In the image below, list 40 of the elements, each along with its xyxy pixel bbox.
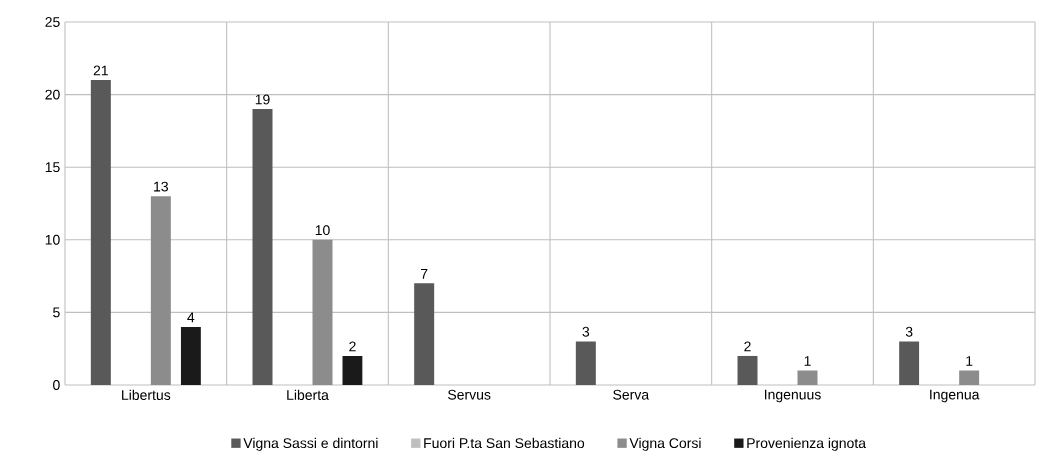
y-tick-label: 10 <box>45 234 60 245</box>
bar <box>150 196 171 385</box>
x-tick-label: Ingenua <box>930 389 980 403</box>
data-label: 2 <box>744 341 751 352</box>
legend-label: Vigna Sassi e dintorni <box>243 437 378 451</box>
y-tick-label: 25 <box>45 17 60 27</box>
bar <box>252 109 273 385</box>
bar <box>575 341 596 385</box>
data-label: 1 <box>966 356 973 366</box>
x-tick-label: Libertus <box>122 389 171 400</box>
bar <box>312 239 333 385</box>
data-label: 21 <box>93 65 108 76</box>
x-tick-label: Ingenuus <box>765 389 821 403</box>
data-label: 3 <box>905 326 913 337</box>
bar <box>797 370 818 385</box>
data-label: 7 <box>420 269 428 279</box>
data-label: 13 <box>154 181 169 192</box>
y-tick-label: 15 <box>45 162 60 173</box>
bar <box>414 283 435 385</box>
data-label: 4 <box>187 312 195 323</box>
bar <box>90 80 111 385</box>
bar <box>342 355 363 385</box>
legend-label: Provenienza ignota <box>747 437 866 451</box>
data-label: 2 <box>349 341 356 352</box>
x-tick-label: Liberta <box>287 389 329 400</box>
x-tick-label: Servus <box>448 389 491 400</box>
data-label: 19 <box>255 94 270 105</box>
bar <box>899 341 920 385</box>
data-label: 1 <box>804 356 811 366</box>
bar <box>737 355 758 385</box>
x-tick-label: Serva <box>613 389 650 400</box>
y-tick-label: 5 <box>53 307 60 318</box>
legend-label: Fuori P.ta San Sebastiano <box>424 437 585 449</box>
y-tick-label: 0 <box>53 380 60 390</box>
data-label: 3 <box>582 326 590 337</box>
bar <box>959 370 980 385</box>
data-label: 10 <box>315 225 330 236</box>
y-tick-label: 20 <box>45 89 60 100</box>
bar <box>180 326 201 385</box>
legend-label: Vigna Corsi <box>629 437 701 451</box>
